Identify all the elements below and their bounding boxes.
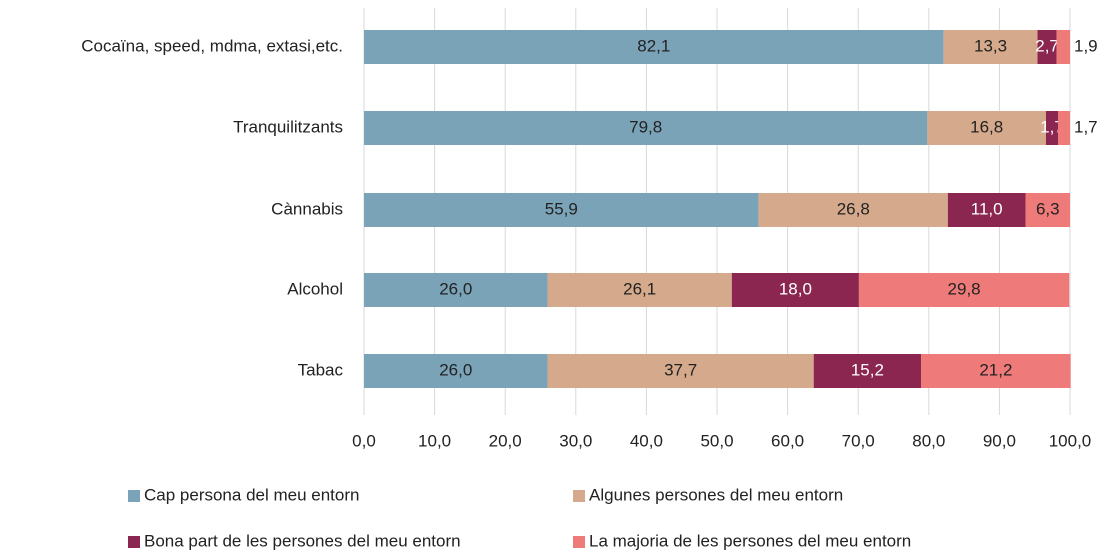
bar-segment (947, 193, 1026, 227)
bar-segment (813, 354, 922, 388)
x-tick-label: 90,0 (983, 431, 1016, 450)
data-label: 37,7 (664, 360, 697, 379)
x-tick-label: 0,0 (352, 431, 376, 450)
data-label: 6,3 (1036, 199, 1060, 218)
data-label: 16,8 (970, 117, 1003, 136)
bar-segment (364, 273, 548, 307)
bar-segment (1037, 30, 1057, 64)
category-label: Cànnabis (271, 199, 343, 218)
data-label: 13,3 (974, 36, 1007, 55)
x-tick-label: 100,0 (1049, 431, 1092, 450)
bar-segment (1045, 111, 1058, 145)
legend-swatch (128, 490, 140, 502)
data-label: 55,9 (545, 199, 578, 218)
data-label: 1,7 (1074, 117, 1098, 136)
category-label: Alcohol (287, 279, 343, 298)
bar-segment (921, 354, 1071, 388)
legend-label: Algunes persones del meu entorn (589, 485, 843, 504)
data-label: 82,1 (637, 36, 670, 55)
category-label: Tranquilitzants (233, 117, 343, 136)
bar-segment (1057, 111, 1070, 145)
legend-label: La majoria de les persones del meu entor… (589, 531, 911, 550)
category-label: Cocaïna, speed, mdma, extasi,etc. (81, 36, 343, 55)
data-label: 1,7 (1040, 117, 1064, 136)
data-label: 79,8 (629, 117, 662, 136)
data-label: 21,2 (979, 360, 1012, 379)
legend-swatch (573, 490, 585, 502)
bar-segment (1025, 193, 1070, 227)
bar-segment (1056, 30, 1070, 64)
bar-segment (943, 30, 1038, 64)
data-label: 26,0 (439, 360, 472, 379)
bar-segment (364, 193, 759, 227)
x-tick-label: 30,0 (559, 431, 592, 450)
category-label: Tabac (298, 360, 344, 379)
data-label: 15,2 (851, 360, 884, 379)
data-label: 26,8 (837, 199, 870, 218)
x-tick-label: 50,0 (700, 431, 733, 450)
x-tick-label: 40,0 (630, 431, 663, 450)
data-label: 26,1 (623, 279, 656, 298)
bar-segment (547, 354, 814, 388)
bar-segment (731, 273, 859, 307)
data-label: 18,0 (779, 279, 812, 298)
legend-label: Cap persona del meu entorn (144, 485, 359, 504)
data-label: 29,8 (948, 279, 981, 298)
bar-segment (364, 111, 928, 145)
x-tick-label: 10,0 (418, 431, 451, 450)
x-tick-label: 80,0 (912, 431, 945, 450)
data-label: 11,0 (971, 199, 1003, 218)
legend-swatch (128, 536, 140, 548)
bar-segment (758, 193, 948, 227)
bar-segment (927, 111, 1046, 145)
x-tick-label: 20,0 (489, 431, 522, 450)
legend-swatch (573, 536, 585, 548)
bar-segment (547, 273, 732, 307)
data-label: 2,7 (1035, 36, 1059, 55)
bar-segment (364, 354, 548, 388)
bar-segment (858, 273, 1070, 307)
bar-segment (364, 30, 944, 64)
legend-label: Bona part de les persones del meu entorn (144, 531, 461, 550)
x-tick-label: 70,0 (842, 431, 875, 450)
data-label: 1,9 (1074, 36, 1098, 55)
x-tick-label: 60,0 (771, 431, 804, 450)
data-label: 26,0 (439, 279, 472, 298)
